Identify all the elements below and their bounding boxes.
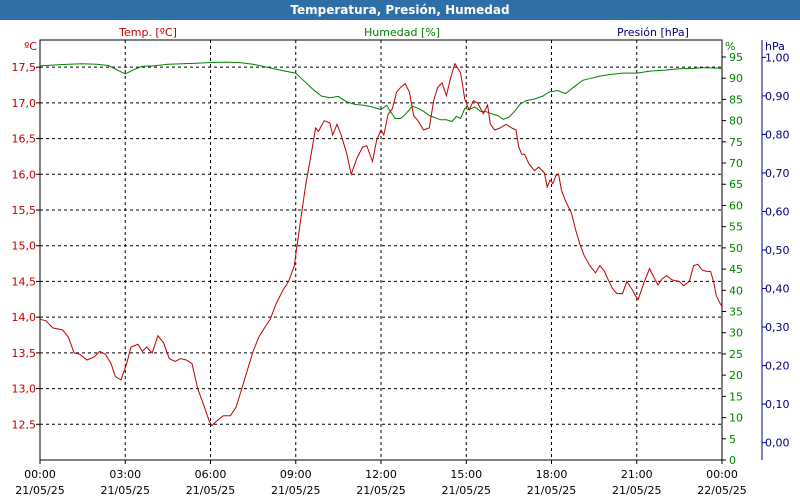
humidity-tick-label: 35 — [729, 306, 743, 319]
temp-tick-label: 16,0 — [12, 168, 37, 181]
pressure-tick-label: 0,60 — [765, 205, 790, 218]
temp-unit-label: ºC — [24, 40, 37, 53]
chart-area: Temp. [ºC] Humedad [%] Presión [hPa] ºC … — [12, 26, 790, 497]
temp-tick-label: 17,0 — [12, 97, 37, 110]
humidity-axis-title: Humedad [%] — [364, 26, 440, 39]
temp-tick-label: 17,5 — [12, 61, 37, 74]
pressure-tick-label: 0,20 — [765, 360, 790, 373]
x-tick-label-date: 21/05/25 — [527, 484, 576, 497]
x-tick-label-time: 00:00 — [24, 468, 56, 481]
humidity-tick-label: 30 — [729, 327, 743, 340]
humidity-tick-label: 60 — [729, 199, 743, 212]
pressure-unit-label: hPa — [765, 40, 785, 53]
series-line-humidity — [39, 61, 723, 123]
humidity-tick-label: 10 — [729, 412, 743, 425]
x-tick-label-date: 21/05/25 — [612, 484, 661, 497]
humidity-tick-label: 75 — [729, 136, 743, 149]
humidity-tick-label: 40 — [729, 284, 743, 297]
temp-tick-label: 14,5 — [12, 275, 37, 288]
x-tick-label-time: 12:00 — [365, 468, 397, 481]
pressure-tick-label: 0,00 — [765, 437, 790, 450]
temp-tick-label: 12,5 — [12, 418, 37, 431]
temp-axis-ticks: 12,5 13,0 13,5 14,0 14,5 15,0 15,5 16,0 16,5 17,0… — [12, 61, 40, 431]
temp-axis-title: Temp. [ºC] — [118, 26, 177, 39]
temp-tick-label: 14,0 — [12, 311, 37, 324]
humidity-tick-label: 15 — [729, 390, 743, 403]
x-tick-label-date: 21/05/25 — [15, 484, 64, 497]
temp-tick-label: 13,5 — [12, 347, 37, 360]
x-tick-label-time: 09:00 — [280, 468, 312, 481]
temp-tick-label: 16,5 — [12, 133, 37, 146]
x-tick-label-time: 15:00 — [450, 468, 482, 481]
temp-tick-label: 15,5 — [12, 204, 37, 217]
humidity-unit-label: % — [725, 40, 735, 53]
pressure-axis-title: Presión [hPa] — [617, 26, 689, 39]
x-tick-label-date: 21/05/25 — [271, 484, 320, 497]
x-tick-label-time: 03:00 — [109, 468, 141, 481]
vertical-gridlines — [124, 40, 638, 460]
pressure-tick-label: 0,70 — [765, 167, 790, 180]
temp-tick-label: 13,0 — [12, 383, 37, 396]
humidity-axis-ticks: 0 5 10 15 20 25 30 35 40 45 50 55 60 65 70 75 80 85 90 95 — [722, 51, 743, 467]
humidity-tick-label: 55 — [729, 221, 743, 234]
x-tick-label-date: 21/05/25 — [442, 484, 491, 497]
humidity-tick-label: 45 — [729, 263, 743, 276]
pressure-tick-label: 0,10 — [765, 398, 790, 411]
pressure-tick-label: 0,90 — [765, 90, 790, 103]
x-tick-label-time: 06:00 — [195, 468, 227, 481]
x-tick-label-time: 18:00 — [536, 468, 568, 481]
humidity-tick-label: 80 — [729, 115, 743, 128]
pressure-axis-ticks: 0,00 0,10 0,20 0,30 0,40 0,50 0,60 0,70 0,80 0,90… — [762, 51, 790, 450]
x-tick-label-date: 22/05/25 — [697, 484, 746, 497]
x-tick-label-time: 00:00 — [706, 468, 738, 481]
pressure-tick-label: 0,50 — [765, 244, 790, 257]
pressure-tick-label: 0,40 — [765, 283, 790, 296]
time-axis-ticks: 00:00 21/05/25 03:00 21/05/25 06:00 21/05/25 0… — [15, 460, 747, 497]
x-tick-label-date: 21/05/25 — [186, 484, 235, 497]
humidity-tick-label: 95 — [729, 51, 743, 64]
humidity-tick-label: 5 — [729, 433, 736, 446]
humidity-tick-label: 25 — [729, 348, 743, 361]
humidity-tick-label: 50 — [729, 242, 743, 255]
x-tick-label-time: 21:00 — [621, 468, 653, 481]
humidity-tick-label: 65 — [729, 178, 743, 191]
x-tick-label-date: 21/05/25 — [356, 484, 405, 497]
humidity-tick-label: 20 — [729, 369, 743, 382]
x-tick-label-date: 21/05/25 — [101, 484, 150, 497]
pressure-tick-label: 0,30 — [765, 321, 790, 334]
series-line-temperature — [39, 62, 723, 427]
humidity-tick-label: 85 — [729, 93, 743, 106]
humidity-tick-label: 90 — [729, 72, 743, 85]
humidity-tick-label: 0 — [729, 454, 736, 467]
pressure-tick-label: 0,80 — [765, 128, 790, 141]
temp-tick-label: 15,0 — [12, 240, 37, 253]
humidity-tick-label: 70 — [729, 157, 743, 170]
window-title: Temperatura, Presión, Humedad — [0, 0, 800, 20]
pressure-tick-label: 1,00 — [765, 51, 790, 64]
